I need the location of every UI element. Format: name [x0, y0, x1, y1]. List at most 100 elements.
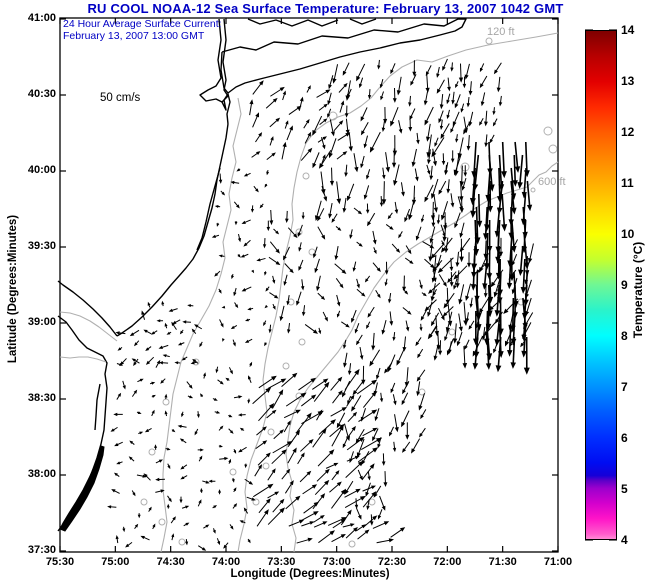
- current-vector-head: [369, 521, 374, 526]
- current-vector-head: [392, 150, 398, 156]
- y-tick-label: 41:00: [27, 12, 56, 24]
- current-vector-head: [389, 432, 393, 437]
- current-vector-head: [259, 204, 264, 209]
- current-vector-head: [333, 462, 339, 467]
- current-vector-head: [324, 468, 330, 474]
- current-vector-head: [267, 483, 274, 489]
- current-vector-head: [324, 479, 330, 486]
- current-vector-head: [218, 254, 223, 258]
- current-vector-head: [300, 452, 305, 458]
- current-vector-head: [427, 334, 433, 340]
- current-vector-head: [155, 477, 160, 482]
- current-vector-head: [222, 338, 225, 342]
- current-vector-head: [466, 145, 471, 151]
- current-vector-head: [300, 286, 305, 291]
- current-vector-head: [377, 515, 382, 520]
- current-vector-head: [357, 514, 362, 520]
- current-vector-head: [320, 515, 325, 519]
- current-vector-head: [388, 299, 392, 304]
- current-vector-head: [446, 99, 450, 105]
- current-vector-head: [279, 86, 285, 92]
- coastline-long-island: [220, 18, 467, 94]
- current-vector: [523, 167, 527, 196]
- current-vector-head: [484, 121, 488, 127]
- current-vector-head: [393, 180, 398, 186]
- current-vector-head: [501, 224, 508, 232]
- current-vector-head: [199, 455, 203, 460]
- current-vector-head: [145, 360, 151, 365]
- current-vector-head: [295, 495, 301, 501]
- current-vector-head: [322, 136, 327, 140]
- current-vector: [287, 431, 300, 447]
- current-vector-head: [116, 461, 121, 465]
- current-vector: [523, 323, 527, 355]
- current-vector-head: [351, 406, 356, 412]
- current-vector-head: [373, 493, 378, 498]
- current-vector-head: [383, 521, 390, 526]
- current-vector-head: [440, 315, 445, 321]
- current-vector-head: [134, 342, 138, 347]
- current-vector-head: [384, 368, 389, 374]
- current-vector-head: [164, 322, 168, 327]
- current-vector-head: [217, 541, 221, 546]
- current-vector: [331, 426, 343, 447]
- depth-contour-loop: [148, 448, 156, 456]
- depth-contour-loop: [302, 172, 310, 180]
- current-vector-head: [120, 361, 124, 366]
- current-vector-head: [409, 260, 414, 264]
- current-vector-head: [113, 412, 118, 417]
- current-vector-head: [476, 220, 483, 228]
- current-vector-head: [367, 476, 371, 481]
- current-vector-head: [439, 125, 444, 130]
- vector-scale-label: 50 cm/s: [100, 92, 141, 104]
- current-vector: [475, 297, 480, 328]
- current-vector-head: [313, 511, 319, 516]
- current-vector-head: [328, 213, 333, 219]
- depth-contour-loop: [229, 468, 237, 476]
- current-vector-head: [137, 411, 142, 414]
- current-vector-head: [337, 227, 342, 231]
- current-vector-head: [282, 90, 286, 95]
- current-vector-head: [220, 323, 224, 328]
- current-vector-head: [493, 291, 498, 298]
- current-vector-head: [408, 214, 413, 221]
- current-vector: [285, 393, 305, 407]
- current-vector-head: [307, 131, 312, 137]
- current-vector-head: [401, 400, 406, 406]
- current-vector-head: [358, 436, 365, 442]
- current-vector-head: [438, 118, 442, 124]
- current-vector-head: [275, 248, 280, 254]
- current-vector-head: [402, 389, 406, 395]
- current-vector-head: [423, 100, 428, 106]
- current-vector-head: [272, 97, 278, 103]
- current-vector-head: [272, 305, 276, 310]
- current-vector-head: [156, 359, 161, 365]
- current-vector-head: [481, 335, 486, 341]
- current-vector-head: [381, 505, 386, 511]
- current-vector: [454, 323, 457, 342]
- current-vector-head: [475, 269, 480, 274]
- current-vector-head: [446, 350, 451, 356]
- current-vector-head: [352, 267, 356, 272]
- depth-contour-loop: [543, 126, 553, 136]
- current-vector-head: [342, 151, 348, 156]
- current-vector-head: [200, 393, 204, 397]
- current-vector-head: [330, 131, 335, 137]
- current-vector: [362, 428, 376, 437]
- current-vector: [353, 380, 364, 394]
- current-vector: [478, 193, 481, 225]
- depth-contour-loop: [328, 111, 338, 121]
- depth-label-120ft: 120 ft: [487, 26, 515, 38]
- current-vector-head: [444, 248, 449, 254]
- current-vector: [356, 380, 376, 395]
- current-vector-head: [279, 316, 284, 322]
- colorbar-tick-label: 5: [621, 482, 628, 496]
- current-vector: [318, 531, 334, 544]
- current-vector-head: [407, 310, 412, 315]
- current-vector-head: [390, 120, 395, 127]
- current-vector-head: [141, 310, 145, 315]
- current-vector-head: [248, 375, 252, 380]
- current-vector: [283, 410, 299, 419]
- current-vector: [252, 388, 270, 405]
